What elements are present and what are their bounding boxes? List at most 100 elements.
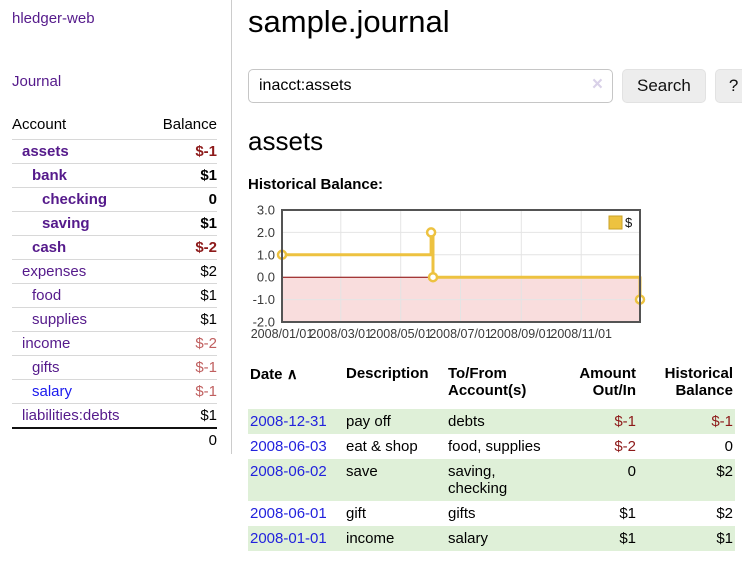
journal-link[interactable]: Journal: [12, 73, 62, 90]
account-link[interactable]: bank: [32, 167, 68, 184]
chart-heading: Historical Balance:: [248, 175, 384, 193]
register-header-balance: Historical Balance: [664, 364, 733, 399]
account-link[interactable]: salary: [32, 383, 73, 400]
txn-balance: $1: [716, 529, 733, 547]
account-link[interactable]: gifts: [32, 359, 60, 376]
account-heading: assets: [248, 125, 324, 156]
sidebar: hledger-web Journal Account Balance asse…: [0, 0, 232, 454]
x-tick-label: 2008/03/01: [310, 327, 373, 341]
accounts-header-account: Account: [12, 112, 149, 140]
account-link[interactable]: supplies: [32, 311, 88, 328]
register-header-date-label: Date: [250, 365, 283, 383]
account-balance: $-2: [148, 235, 217, 260]
register-row: 2008-01-01 income salary $1 $1: [248, 525, 735, 551]
accounts-header-row: Account Balance: [12, 112, 217, 140]
data-point-marker: [425, 226, 437, 238]
search-form: × Search ?: [248, 68, 742, 103]
page-title: sample.journal: [248, 4, 450, 39]
app-title-link[interactable]: hledger-web: [12, 10, 95, 27]
account-link[interactable]: income: [22, 335, 71, 352]
txn-date-link[interactable]: 2008-06-03: [250, 437, 327, 455]
sort-ascending-icon: ∧: [286, 365, 298, 383]
account-balance: $1: [148, 307, 217, 332]
y-tick-label: 3.0: [257, 205, 275, 218]
register-table: Date ∧ Description To/From Account(s) Am…: [248, 363, 735, 551]
register-row: 2008-06-02 save saving, checking 0 $2: [248, 458, 735, 501]
account-link[interactable]: food: [32, 287, 62, 304]
txn-date-link[interactable]: 2008-06-02: [250, 462, 327, 480]
account-balance: $-2: [148, 331, 217, 356]
register-row: 2008-12-31 pay off debts $-1 $-1: [248, 408, 735, 434]
register-header-description: Description: [346, 364, 429, 382]
account-balance: $1: [148, 211, 217, 236]
txn-description: gift: [346, 504, 367, 522]
account-link[interactable]: assets: [22, 143, 69, 160]
x-tick-label: 2008/05/01: [369, 327, 432, 341]
account-balance: $-1: [148, 139, 217, 164]
legend-label: $: [625, 215, 633, 230]
account-row: liabilities:debts $1: [12, 403, 217, 429]
account-row: supplies $1: [12, 307, 217, 332]
txn-amount: $1: [619, 504, 636, 522]
accounts-total: 0: [208, 432, 217, 449]
plot-border: [281, 208, 641, 323]
account-balance: $2: [148, 259, 217, 284]
data-point-marker: [427, 271, 439, 283]
balance-chart-svg: 3.0 2.0 1.0 0.0 -1.0 -2.02008/01/012008/03/01…: [251, 205, 646, 341]
account-link[interactable]: cash: [32, 239, 67, 256]
account-link[interactable]: expenses: [22, 263, 87, 280]
register-header-row: Date ∧ Description To/From Account(s) Am…: [248, 363, 735, 409]
account-row: expenses $2: [12, 259, 217, 284]
txn-description: eat & shop: [346, 437, 418, 455]
register-header-date[interactable]: Date ∧: [248, 363, 346, 409]
legend-swatch: [608, 215, 623, 230]
txn-description: save: [346, 462, 378, 480]
search-input[interactable]: [248, 68, 613, 103]
txn-date-link[interactable]: 2008-01-01: [250, 529, 327, 547]
accounts-header-balance: Balance: [148, 112, 217, 140]
help-button[interactable]: ?: [714, 68, 742, 103]
accounts-total-spacer: [12, 428, 148, 452]
account-balance: $1: [148, 403, 217, 429]
txn-amount: $-1: [614, 412, 636, 430]
txn-date-link[interactable]: 2008-12-31: [250, 412, 327, 430]
account-row: saving $1: [12, 211, 217, 236]
account-balance: 0: [148, 187, 217, 212]
account-balance: $1: [148, 283, 217, 308]
txn-date-link[interactable]: 2008-06-01: [250, 504, 327, 522]
txn-balance: $-1: [711, 412, 733, 430]
txn-accounts: debts: [448, 412, 485, 430]
y-tick-label: -1.0: [253, 292, 275, 307]
balance-chart[interactable]: 3.0 2.0 1.0 0.0 -1.0 -2.0 2008/01/01 2008/03/01…: [248, 205, 742, 347]
search-button[interactable]: Search: [622, 68, 706, 103]
accounts-table: Account Balance assets $-1 bank $1 checking 0…: [12, 112, 217, 452]
account-row: gifts $-1: [12, 355, 217, 380]
register-header-amount: Amount Out/In: [579, 364, 636, 399]
account-link[interactable]: saving: [42, 215, 90, 232]
register-header-account: To/From Account(s): [448, 364, 527, 399]
clear-search-icon[interactable]: ×: [591, 73, 603, 95]
hledger-web-app: hledger-web Journal Account Balance asse…: [0, 0, 742, 551]
account-row: cash $-2: [12, 235, 217, 260]
txn-description: pay off: [346, 412, 391, 430]
y-tick-label: 1.0: [257, 247, 275, 262]
y-tick-label: -2.0: [253, 314, 275, 329]
account-row: bank $1: [12, 163, 217, 188]
txn-amount: $1: [619, 529, 636, 547]
txn-description: income: [346, 529, 395, 547]
accounts-total-row: 0: [12, 428, 217, 452]
account-link[interactable]: checking: [42, 191, 108, 208]
account-row: salary $-1: [12, 379, 217, 404]
account-row: checking 0: [12, 187, 217, 212]
account-balance: $1: [148, 163, 217, 188]
txn-balance: 0: [724, 437, 733, 455]
y-tick-label: 2.0: [257, 225, 275, 240]
x-tick-label: 2008/11/01: [550, 327, 612, 341]
account-link[interactable]: liabilities:debts: [22, 407, 120, 424]
account-row: food $1: [12, 283, 217, 308]
x-tick-label: 2008/09/01: [490, 327, 553, 341]
txn-accounts: salary: [448, 529, 489, 547]
txn-amount: $-2: [614, 437, 636, 455]
account-balance: $-1: [148, 379, 217, 404]
y-tick-label: 0.0: [257, 269, 275, 284]
